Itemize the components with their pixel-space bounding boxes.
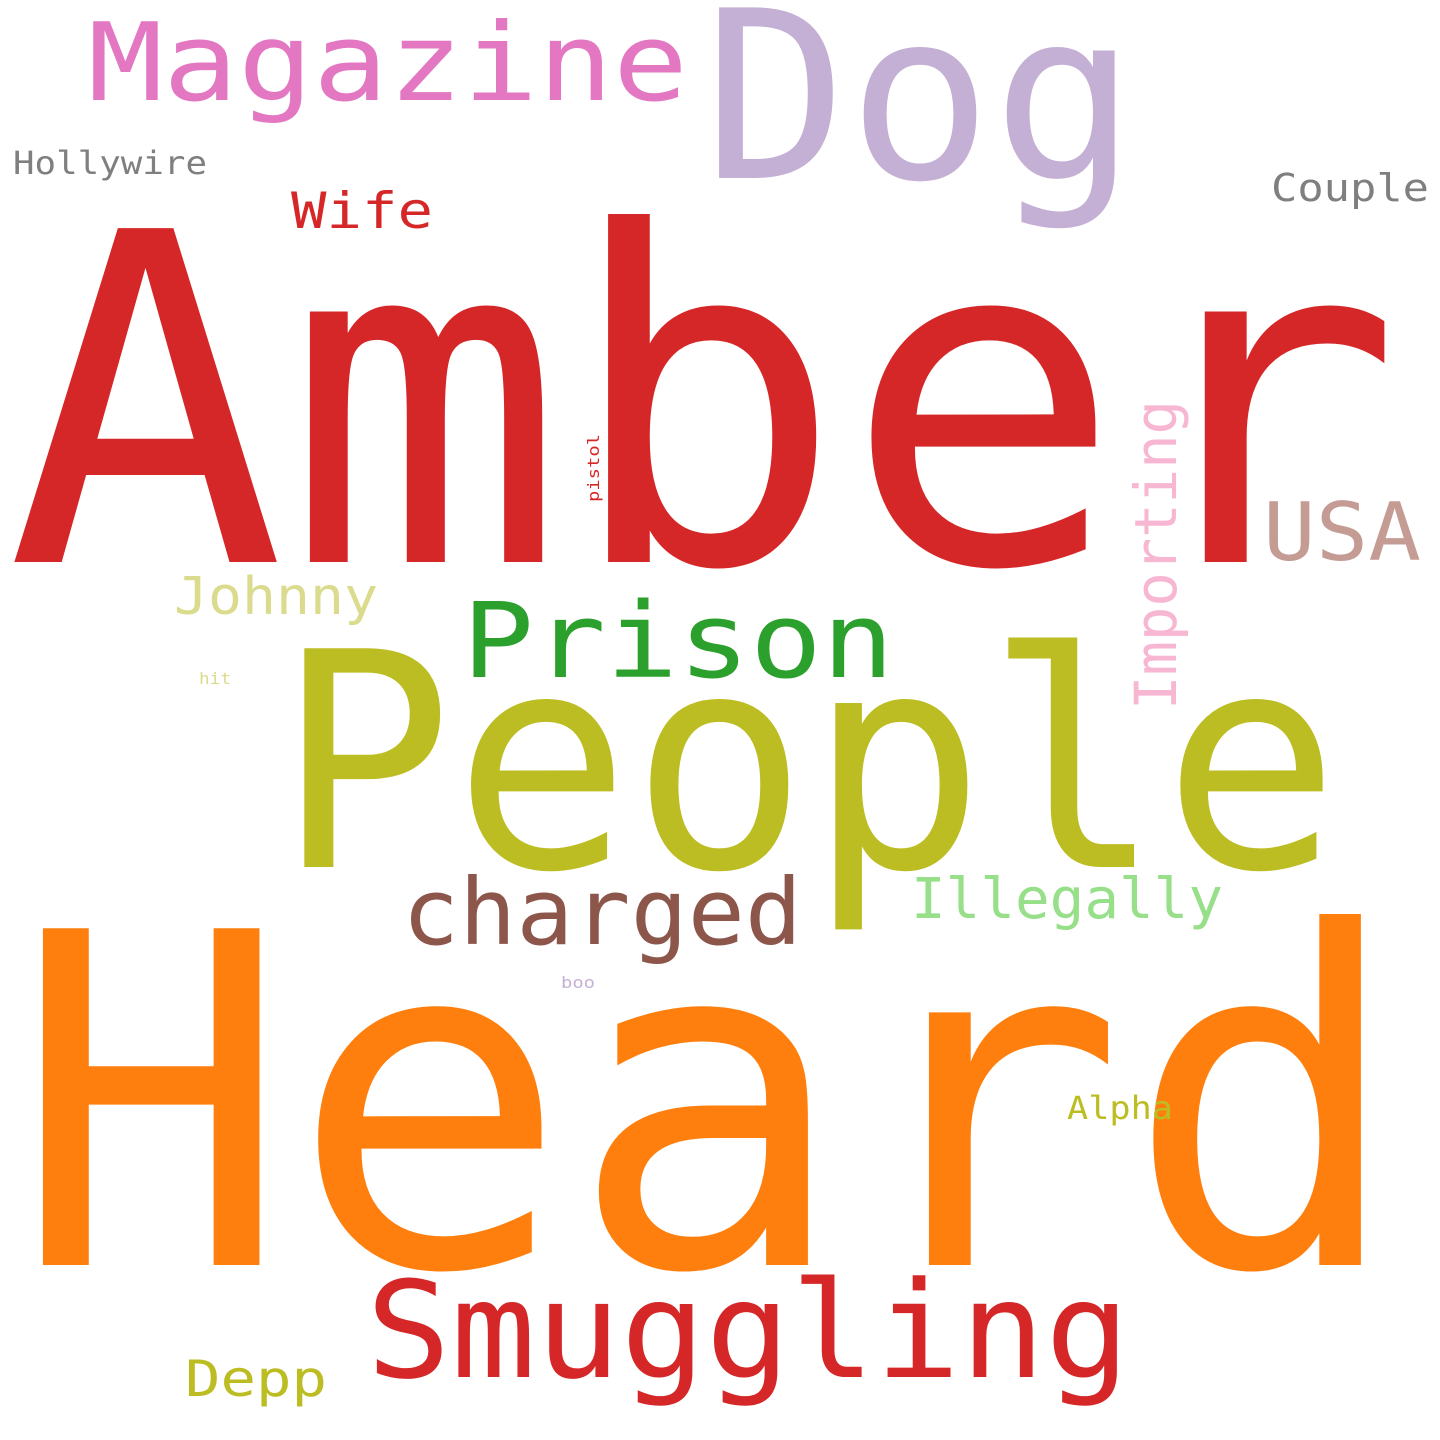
word-pistol: pistol: [584, 434, 603, 502]
word-wife: Wife: [291, 182, 433, 240]
word-importing: Importing: [1122, 400, 1190, 710]
word-smuggling: Smuggling: [366, 1253, 1130, 1409]
word-depp: Depp: [185, 1350, 327, 1408]
word-hollywire: Hollywire: [13, 144, 207, 182]
word-charged: charged: [402, 859, 802, 966]
word-people: People: [276, 589, 1340, 938]
word-prison: Prison: [462, 580, 894, 702]
word-amber: Amber: [6, 138, 1402, 671]
word-dog: Dog: [703, 0, 1137, 234]
word-johnny: Johnny: [174, 567, 378, 627]
word-illegally: Illegally: [911, 867, 1223, 932]
word-usa: USA: [1263, 486, 1421, 579]
word-alpha: Alpha: [1067, 1089, 1173, 1127]
word-boo: boo: [561, 973, 595, 992]
word-heard: Heard: [12, 836, 1404, 1374]
word-magazine: Magazine: [88, 1, 688, 126]
word-couple: Couple: [1271, 166, 1429, 210]
word-hit: hit: [199, 669, 231, 688]
